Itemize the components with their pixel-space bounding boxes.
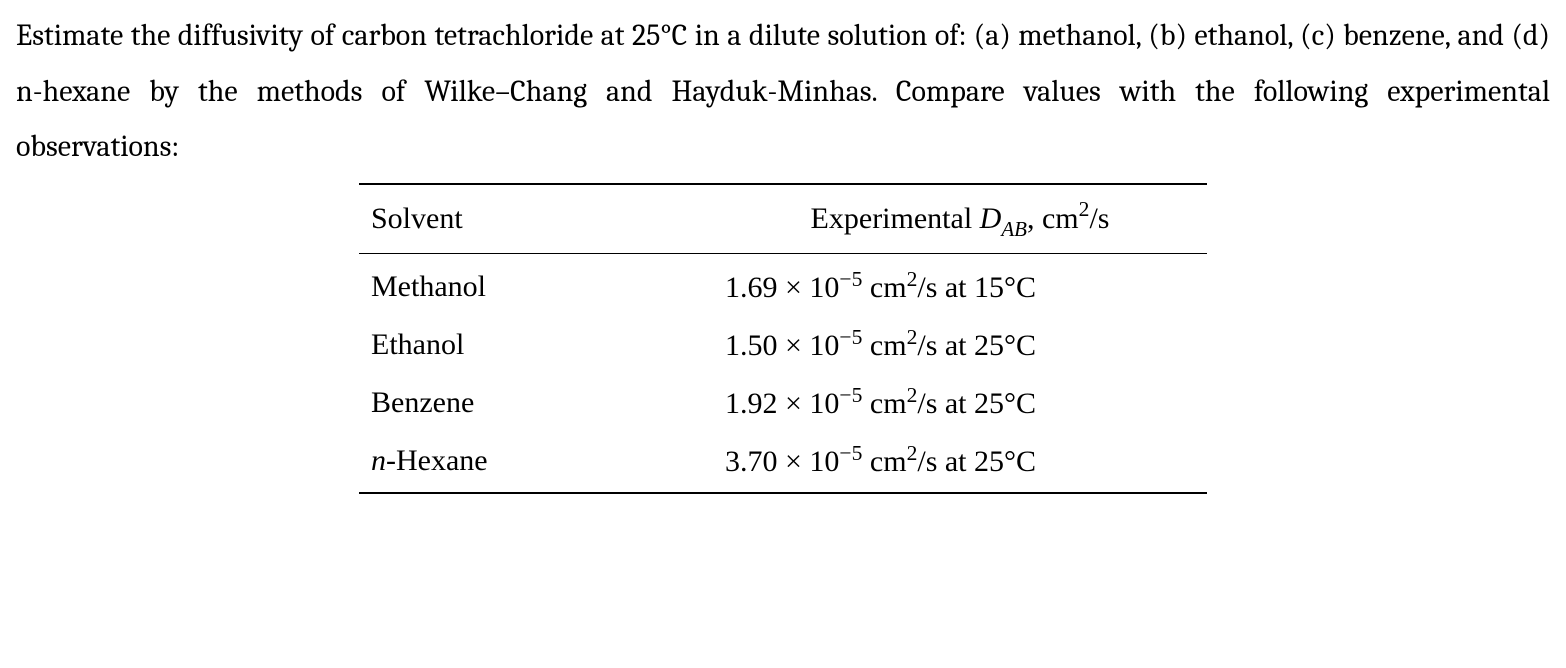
col-header-value: Experimental DAB, cm2/s (713, 184, 1207, 254)
cell-value: 1.92 × 10−5 cm2/s at 25°C (713, 374, 1207, 432)
cell-value: 1.69 × 10−5 cm2/s at 15°C (713, 254, 1207, 317)
cell-solvent: Benzene (359, 374, 713, 432)
page-root: Estimate the diffusivity of carbon tetra… (0, 0, 1566, 668)
experimental-data-table: Solvent Experimental DAB, cm2/s Methanol… (359, 183, 1207, 495)
table-header-row: Solvent Experimental DAB, cm2/s (359, 184, 1207, 254)
cell-solvent: n-Hexane (359, 432, 713, 493)
cell-solvent: Ethanol (359, 316, 713, 374)
col-header-solvent: Solvent (359, 184, 713, 254)
table-row: Benzene 1.92 × 10−5 cm2/s at 25°C (359, 374, 1207, 432)
table-row: Ethanol 1.50 × 10−5 cm2/s at 25°C (359, 316, 1207, 374)
table-row: n-Hexane 3.70 × 10−5 cm2/s at 25°C (359, 432, 1207, 493)
data-table-wrap: Solvent Experimental DAB, cm2/s Methanol… (16, 183, 1550, 495)
cell-solvent: Methanol (359, 254, 713, 317)
table-body: Methanol 1.69 × 10−5 cm2/s at 15°C Ethan… (359, 254, 1207, 494)
cell-value: 3.70 × 10−5 cm2/s at 25°C (713, 432, 1207, 493)
cell-value: 1.50 × 10−5 cm2/s at 25°C (713, 316, 1207, 374)
question-prompt: Estimate the diffusivity of carbon tetra… (16, 8, 1550, 175)
table-row: Methanol 1.69 × 10−5 cm2/s at 15°C (359, 254, 1207, 317)
